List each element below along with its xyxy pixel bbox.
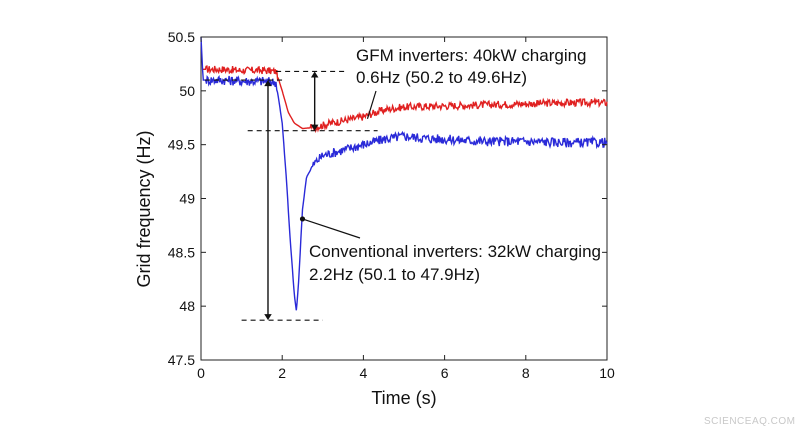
- annotations: [205, 70, 378, 321]
- gfm-leader-line: [366, 90, 377, 120]
- x-tick-label: 10: [599, 365, 615, 381]
- annotation-conv-line2: 2.2Hz (50.1 to 47.9Hz): [309, 265, 480, 284]
- y-tick-label: 48: [179, 298, 195, 314]
- y-tick-label: 48.5: [168, 244, 195, 260]
- y-tick-label: 49: [179, 191, 195, 207]
- conv-leader-line: [302, 218, 361, 239]
- x-tick-label: 6: [441, 365, 449, 381]
- y-axis-label: Grid frequency (Hz): [134, 130, 154, 287]
- y-tick-label: 49.5: [168, 137, 195, 153]
- x-tick-label: 2: [278, 365, 286, 381]
- annotation-gfm-line1: GFM inverters: 40kW charging: [356, 46, 587, 65]
- annotation-gfm-line2: 0.6Hz (50.2 to 49.6Hz): [356, 68, 527, 87]
- gfm-arrowhead-top: [310, 71, 319, 78]
- conv-arrowhead-bottom: [264, 314, 272, 321]
- watermark: SCIENCEAQ.COM: [704, 416, 796, 427]
- y-tick-label: 50.5: [168, 29, 195, 45]
- x-tick-label: 0: [197, 365, 205, 381]
- annotation-conv-line1: Conventional inverters: 32kW charging: [309, 242, 601, 261]
- series-line-gfm: [203, 65, 608, 134]
- x-axis-label: Time (s): [371, 388, 436, 408]
- y-tick-label: 47.5: [168, 352, 195, 368]
- gfm-arrowhead-bottom: [310, 124, 319, 131]
- x-tick-label: 4: [360, 365, 368, 381]
- series-line-conventional: [200, 36, 608, 311]
- conv-arrowhead-top: [264, 80, 272, 87]
- axis-ticks: 0 2 4 6 8 10 50.5 50 49.5 49 48.5 48 47.5: [168, 29, 615, 381]
- y-tick-label: 50: [179, 83, 195, 99]
- x-tick-label: 8: [522, 365, 530, 381]
